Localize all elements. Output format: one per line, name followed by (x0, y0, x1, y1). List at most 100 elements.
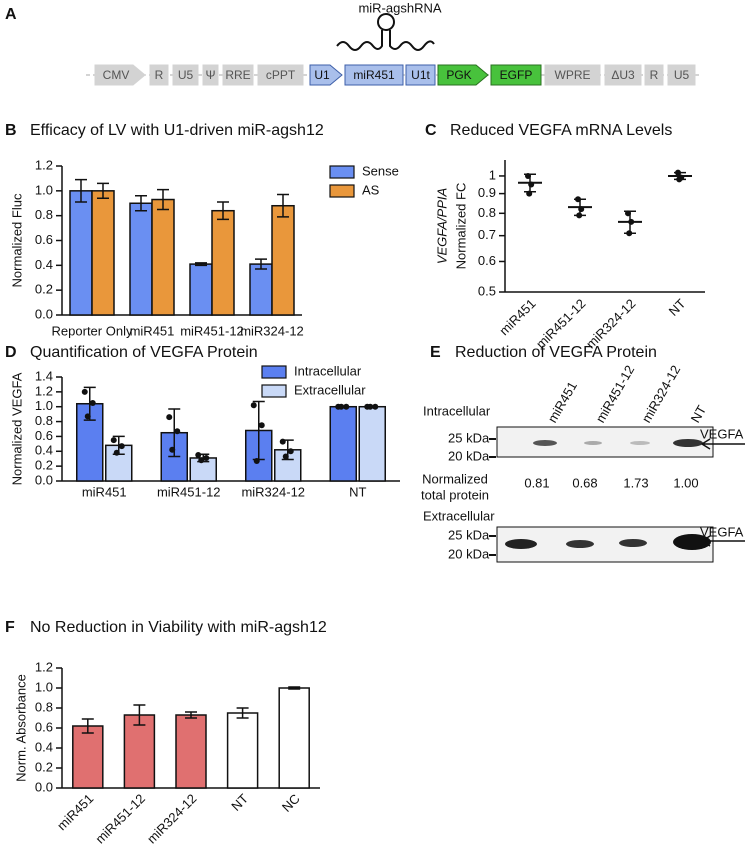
data-point (203, 454, 210, 461)
protein-label: Normalized (422, 471, 488, 486)
bar (211, 209, 235, 316)
error-bar (75, 178, 87, 203)
legend-swatch (261, 384, 287, 398)
error-bar (255, 258, 267, 270)
blot-band (673, 534, 711, 550)
x-tick-label: miR451-12 (92, 791, 148, 847)
vector-element (544, 64, 601, 86)
element-label: miR451 (353, 68, 395, 82)
panel-letter: E (430, 344, 441, 361)
panel-title: Efficacy of LV with U1-driven miR-agsh12 (30, 122, 324, 139)
y-tick-label: 1.0 (35, 182, 53, 197)
blot-band (566, 540, 594, 548)
vector-element (202, 64, 219, 86)
element-label: CMV (103, 68, 130, 82)
element-label: U5 (674, 68, 690, 82)
error-bar (236, 707, 249, 719)
bar (91, 190, 115, 316)
vector-element (405, 64, 436, 86)
y-axis-label: Normalized FC (453, 183, 468, 270)
element-label: WPRE (555, 68, 591, 82)
error-bar (157, 188, 169, 211)
bar (278, 687, 310, 789)
hairpin (336, 30, 435, 51)
marker-label: 25 kDa (448, 527, 490, 542)
bar (72, 725, 104, 789)
x-tick-label: miR451 (54, 791, 96, 833)
element-label: U5 (178, 68, 194, 82)
element-label: PGK (446, 68, 471, 82)
x-tick-label: miR451 (496, 296, 538, 338)
vector-element (172, 64, 199, 86)
legend-swatch (329, 165, 355, 179)
bar (69, 190, 93, 316)
y-tick-label: 1.0 (35, 398, 53, 413)
panel-title: Reduction of VEGFA Protein (455, 344, 657, 361)
error-bar (288, 686, 301, 690)
y-axis-label: Normalized Fluc (9, 193, 24, 287)
x-tick-label: miR324-12 (144, 791, 200, 847)
vector-element (644, 64, 664, 86)
bar (151, 198, 175, 316)
lane-label: miR324-12 (639, 363, 684, 426)
data-point (198, 457, 205, 464)
vector-element (667, 64, 696, 86)
y-axis-label: Normalized VEGFA (9, 372, 24, 485)
error-bar (195, 262, 207, 267)
data-point (174, 428, 181, 435)
band-label: VEGFA (700, 524, 744, 539)
blot-band (584, 441, 602, 445)
data-point (287, 448, 294, 455)
vector-element (437, 64, 489, 86)
band-arrow (700, 438, 745, 450)
data-point (253, 457, 260, 464)
data-point (282, 453, 289, 460)
protein-value: 1.73 (623, 475, 648, 490)
y-tick-label: 1.2 (35, 659, 53, 674)
x-tick-label: miR451-12 (180, 323, 244, 338)
vector-element (309, 64, 343, 86)
data-point (258, 422, 265, 429)
y-tick-label: 0.4 (35, 443, 53, 458)
bar (129, 202, 153, 316)
data-point (113, 449, 120, 456)
band-label: VEGFA (700, 426, 744, 441)
y-axis-label: VEGFA/PPIA (434, 188, 449, 264)
y-tick-label: 1.2 (35, 383, 53, 398)
error-bar (524, 173, 536, 193)
blot-band (505, 539, 537, 549)
y-tick-label: 0.8 (478, 205, 496, 220)
y-tick-label: 0.8 (35, 207, 53, 222)
x-tick-label: miR451-12 (533, 296, 589, 352)
y-tick-label: 0.6 (35, 428, 53, 443)
protein-label: total protein (421, 487, 489, 502)
blot-band (533, 440, 557, 446)
y-axis-label: Norm. Absorbance (13, 674, 28, 782)
vector-element (604, 64, 642, 86)
data-point (84, 413, 91, 420)
y-tick-label: 0.4 (35, 739, 53, 754)
panel-title: No Reduction in Viability with miR-agsh1… (30, 619, 327, 636)
panel-letter: C (425, 122, 437, 139)
vector-element (222, 64, 254, 86)
data-point (372, 403, 379, 410)
error-bar (217, 201, 229, 221)
protein-value: 0.81 (524, 475, 549, 490)
error-bar (674, 171, 686, 181)
marker-label: 20 kDa (448, 448, 490, 463)
data-point (81, 388, 88, 395)
legend-label: Extracellular (294, 382, 366, 397)
error-bar (624, 210, 636, 235)
element-label: Ψ (205, 68, 215, 82)
legend-label: Intracellular (294, 363, 362, 378)
y-tick-label: 1.2 (35, 157, 53, 172)
y-tick-label: 0.7 (478, 227, 496, 242)
y-tick-label: 0.4 (35, 257, 53, 272)
vector-element (344, 64, 404, 86)
legend-swatch (261, 365, 287, 379)
x-tick-label: miR324-12 (583, 296, 639, 352)
element-label: U1t (411, 68, 430, 82)
y-tick-label: 0.0 (35, 779, 53, 794)
bar (189, 263, 213, 316)
element-label: cPPT (266, 68, 296, 82)
